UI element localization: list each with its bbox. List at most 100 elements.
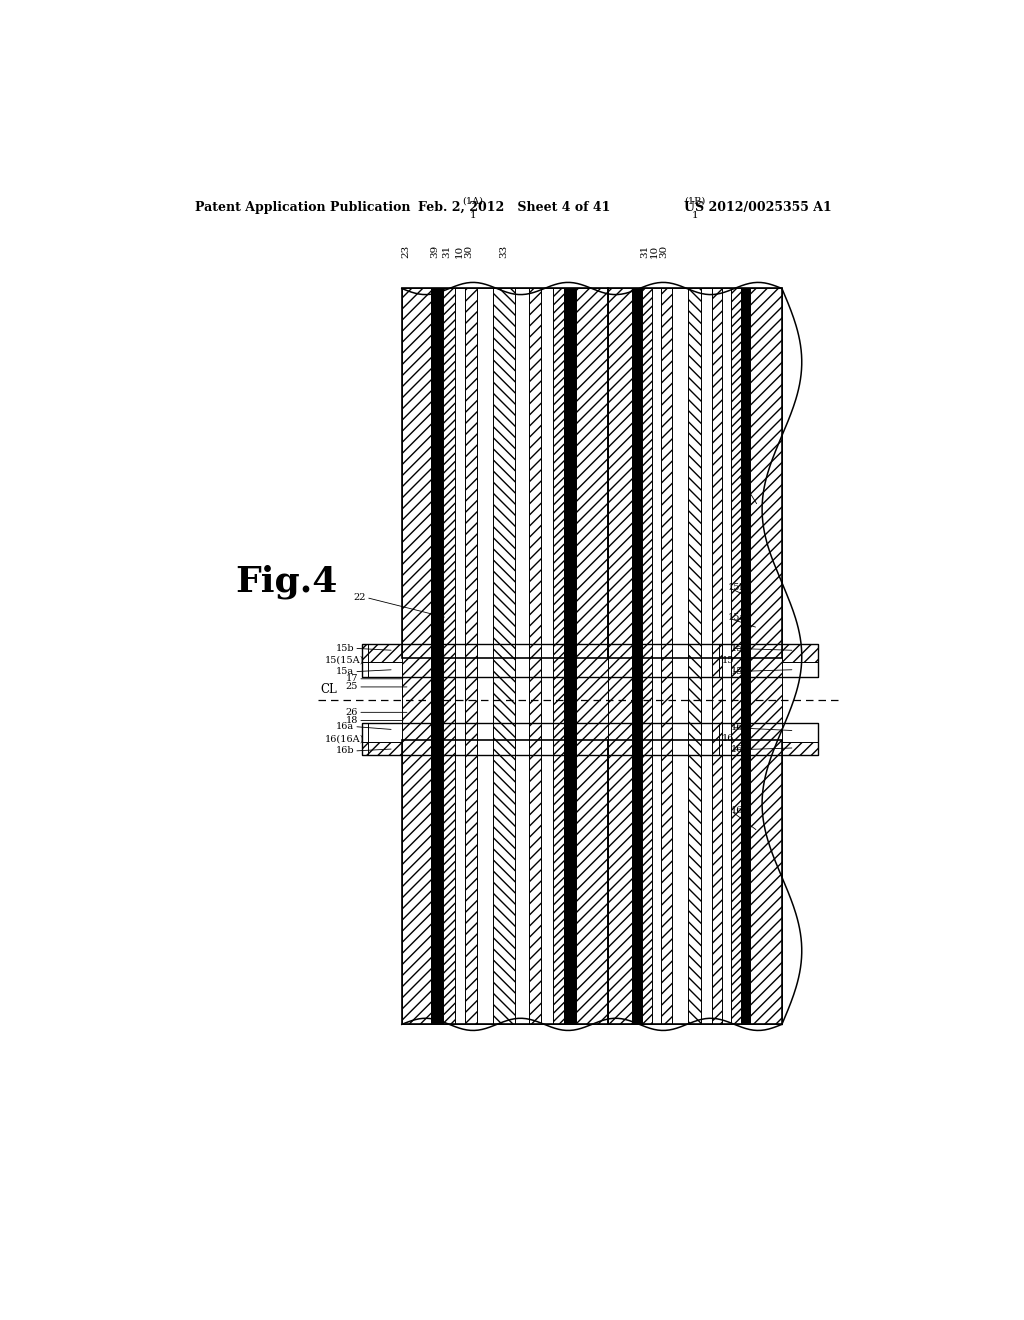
- Polygon shape: [664, 677, 693, 722]
- Bar: [632, 722, 642, 755]
- Bar: [662, 722, 673, 755]
- Bar: [731, 289, 740, 659]
- Bar: [731, 739, 740, 1024]
- Text: 18: 18: [346, 715, 358, 725]
- Text: 15a: 15a: [336, 667, 354, 676]
- Bar: [494, 677, 515, 722]
- Bar: [564, 739, 577, 1024]
- Polygon shape: [472, 677, 501, 722]
- Text: 15: 15: [722, 656, 734, 665]
- Bar: [431, 722, 443, 755]
- Bar: [455, 644, 465, 677]
- Bar: [740, 722, 751, 755]
- Bar: [553, 722, 564, 755]
- Text: 30: 30: [659, 244, 669, 257]
- Bar: [740, 289, 751, 659]
- Bar: [731, 722, 740, 755]
- Bar: [673, 722, 688, 755]
- Text: Fig.4: Fig.4: [236, 565, 338, 599]
- Polygon shape: [559, 677, 588, 722]
- Polygon shape: [577, 677, 606, 722]
- Bar: [608, 739, 782, 1024]
- Bar: [608, 677, 632, 722]
- Bar: [564, 289, 577, 659]
- Bar: [701, 739, 712, 1024]
- Polygon shape: [489, 677, 518, 722]
- Polygon shape: [785, 677, 815, 722]
- Bar: [701, 677, 712, 722]
- Bar: [494, 739, 515, 1024]
- Bar: [642, 739, 651, 1024]
- Bar: [701, 644, 712, 677]
- Bar: [401, 677, 431, 722]
- Polygon shape: [401, 677, 431, 722]
- Text: CL: CL: [321, 682, 338, 696]
- Polygon shape: [751, 677, 780, 722]
- Text: US 2012/0025355 A1: US 2012/0025355 A1: [684, 201, 831, 214]
- Polygon shape: [629, 677, 658, 722]
- Bar: [722, 677, 731, 722]
- Bar: [577, 677, 608, 722]
- Bar: [443, 289, 455, 659]
- Text: 31: 31: [442, 244, 452, 257]
- Text: 39: 39: [431, 244, 439, 257]
- Bar: [722, 644, 731, 677]
- Bar: [431, 677, 443, 722]
- Polygon shape: [821, 677, 850, 722]
- Bar: [443, 739, 455, 1024]
- Bar: [731, 644, 740, 677]
- Bar: [541, 739, 553, 1024]
- Bar: [455, 677, 465, 722]
- Bar: [443, 677, 455, 722]
- Polygon shape: [489, 677, 518, 722]
- Bar: [701, 289, 712, 659]
- Bar: [401, 739, 608, 1024]
- Polygon shape: [785, 677, 815, 722]
- Polygon shape: [664, 677, 693, 722]
- Bar: [553, 677, 564, 722]
- Polygon shape: [594, 677, 624, 722]
- Polygon shape: [768, 677, 798, 722]
- Bar: [662, 677, 673, 722]
- Bar: [740, 739, 751, 1024]
- Polygon shape: [594, 677, 624, 722]
- Bar: [712, 677, 722, 722]
- Bar: [722, 677, 731, 722]
- Bar: [362, 644, 818, 661]
- Bar: [553, 644, 564, 677]
- Bar: [642, 722, 651, 755]
- Polygon shape: [698, 677, 728, 722]
- Bar: [477, 677, 494, 722]
- Text: 15b: 15b: [731, 644, 750, 653]
- Bar: [751, 739, 782, 1024]
- Text: 16a: 16a: [336, 722, 354, 731]
- Bar: [642, 644, 651, 677]
- Bar: [712, 289, 722, 659]
- Bar: [431, 289, 443, 659]
- Bar: [515, 722, 528, 755]
- Text: 15(15A): 15(15A): [325, 656, 365, 665]
- Bar: [740, 677, 751, 722]
- Bar: [652, 722, 662, 755]
- Bar: [455, 289, 465, 659]
- Bar: [642, 289, 651, 659]
- Bar: [632, 289, 642, 659]
- Polygon shape: [542, 677, 570, 722]
- Bar: [465, 722, 477, 755]
- Bar: [751, 644, 782, 677]
- Bar: [401, 739, 431, 1024]
- Polygon shape: [821, 677, 850, 722]
- Bar: [712, 739, 722, 1024]
- Text: (1A): (1A): [463, 197, 483, 205]
- Bar: [577, 677, 608, 722]
- Polygon shape: [804, 677, 833, 722]
- Bar: [477, 644, 494, 677]
- Bar: [722, 289, 731, 659]
- Polygon shape: [455, 677, 483, 722]
- Bar: [751, 677, 782, 722]
- Bar: [652, 739, 662, 1024]
- Bar: [515, 677, 528, 722]
- Bar: [477, 289, 494, 659]
- Polygon shape: [646, 677, 676, 722]
- Bar: [465, 677, 477, 722]
